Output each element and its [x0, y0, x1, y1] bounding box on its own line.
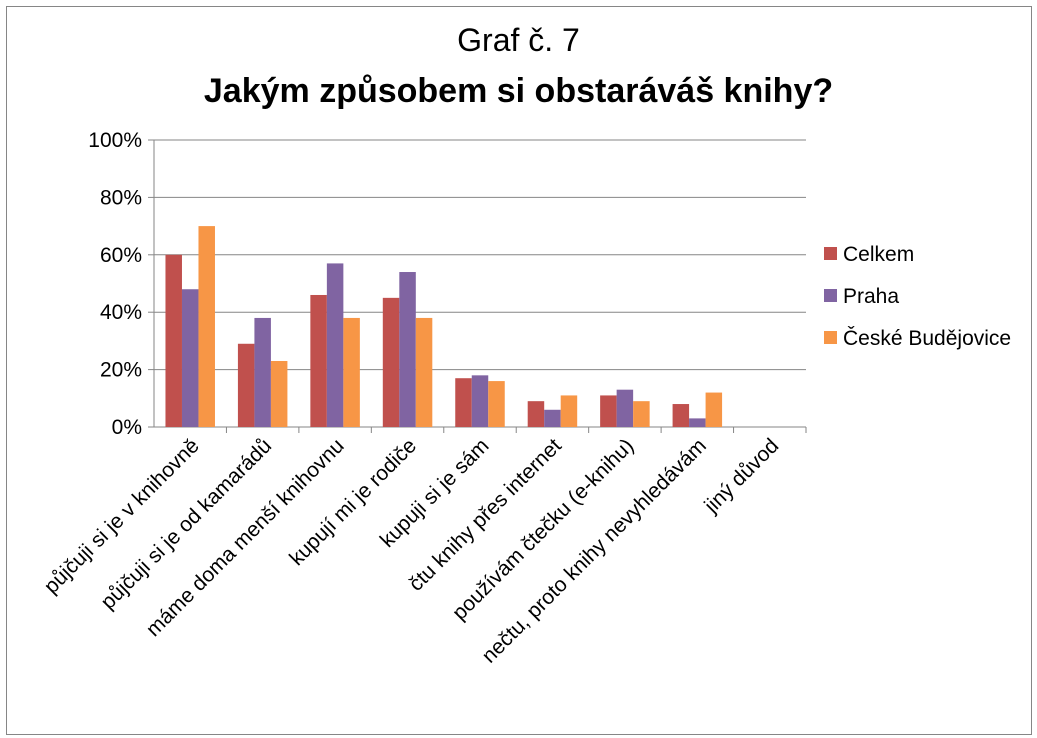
x-tick-label: kupují mi je rodiče	[285, 434, 421, 570]
legend-swatch	[824, 331, 837, 344]
legend-label: Celkem	[843, 243, 914, 266]
bar	[672, 404, 690, 427]
bar	[544, 409, 561, 427]
bar	[527, 401, 545, 427]
bar	[488, 381, 505, 427]
bar	[181, 289, 199, 427]
legend-swatch	[824, 289, 837, 302]
bar	[237, 343, 255, 427]
bar	[560, 395, 578, 427]
bar	[254, 317, 271, 427]
bar	[600, 395, 617, 427]
bar	[310, 294, 327, 427]
bar	[270, 360, 288, 427]
chart-title: Jakým způsobem si obstaráváš knihy?	[203, 72, 834, 110]
y-tick-label: 100%	[88, 129, 142, 152]
bar	[326, 263, 344, 427]
bar	[165, 254, 182, 427]
bar	[343, 317, 360, 427]
bar	[633, 401, 650, 427]
legend-label: České Budějovice	[843, 327, 1011, 350]
y-tick-label: 0%	[112, 416, 142, 439]
bar	[689, 418, 706, 427]
y-tick-label: 80%	[100, 186, 142, 209]
legend-label: Praha	[843, 285, 899, 308]
bar	[705, 392, 723, 427]
y-tick-label: 20%	[100, 359, 142, 382]
y-tick-label: 60%	[100, 244, 142, 267]
chart-subtitle: Graf č. 7	[457, 22, 580, 58]
bar	[471, 375, 489, 427]
x-tick-label: jiný důvod	[699, 434, 783, 518]
legend-swatch	[824, 247, 837, 260]
bar	[399, 272, 416, 427]
bar	[382, 297, 400, 427]
y-tick-label: 40%	[100, 301, 142, 324]
bar	[455, 378, 472, 427]
bar	[415, 317, 433, 427]
bar	[616, 389, 634, 427]
bar	[198, 226, 215, 427]
